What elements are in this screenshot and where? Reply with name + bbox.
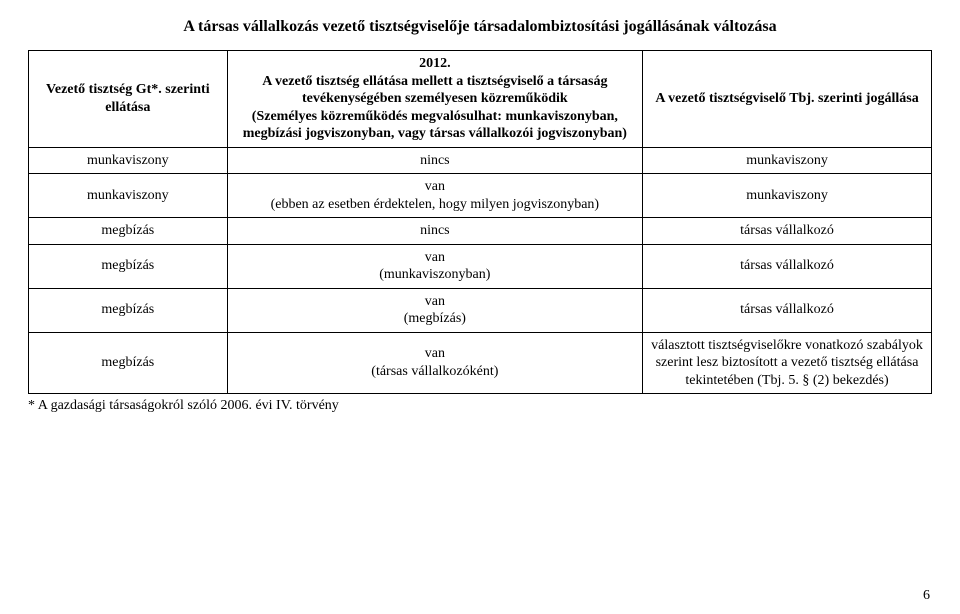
cell-col3: társas vállalkozó — [643, 218, 932, 245]
cell-col3: munkaviszony — [643, 147, 932, 174]
header-cell-col1: Vezető tisztség Gt*. szerinti ellátása — [29, 51, 228, 148]
header-cell-col2: 2012.A vezető tisztség ellátása mellett … — [227, 51, 642, 148]
page-title: A társas vállalkozás vezető tisztségvise… — [28, 18, 932, 36]
cell-col2: nincs — [227, 218, 642, 245]
page-number: 6 — [923, 588, 930, 604]
cell-col1: munkaviszony — [29, 174, 228, 218]
table-header-row: Vezető tisztség Gt*. szerinti ellátása 2… — [29, 51, 932, 148]
header-cell-col3: A vezető tisztségviselő Tbj. szerinti jo… — [643, 51, 932, 148]
main-table: Vezető tisztség Gt*. szerinti ellátása 2… — [28, 50, 932, 394]
cell-col2: nincs — [227, 147, 642, 174]
table-row: megbízás nincs társas vállalkozó — [29, 218, 932, 245]
cell-col1: munkaviszony — [29, 147, 228, 174]
cell-col3: társas vállalkozó — [643, 288, 932, 332]
cell-col2: van(megbízás) — [227, 288, 642, 332]
cell-col2: van(munkaviszonyban) — [227, 244, 642, 288]
cell-col1: megbízás — [29, 218, 228, 245]
table-row: megbízás van(társas vállalkozóként) vála… — [29, 332, 932, 394]
table-row: megbízás van(megbízás) társas vállalkozó — [29, 288, 932, 332]
footnote: * A gazdasági társaságokról szóló 2006. … — [28, 398, 932, 414]
cell-col1: megbízás — [29, 244, 228, 288]
cell-col3: választott tisztségviselőkre vonatkozó s… — [643, 332, 932, 394]
document-page: A társas vállalkozás vezető tisztségvise… — [0, 0, 960, 614]
cell-col2: van(társas vállalkozóként) — [227, 332, 642, 394]
cell-col1: megbízás — [29, 332, 228, 394]
cell-col3: munkaviszony — [643, 174, 932, 218]
cell-col2: van(ebben az esetben érdektelen, hogy mi… — [227, 174, 642, 218]
cell-col3: társas vállalkozó — [643, 244, 932, 288]
table-row: munkaviszony van(ebben az esetben érdekt… — [29, 174, 932, 218]
table-row: megbízás van(munkaviszonyban) társas vál… — [29, 244, 932, 288]
table-row: munkaviszony nincs munkaviszony — [29, 147, 932, 174]
cell-col1: megbízás — [29, 288, 228, 332]
